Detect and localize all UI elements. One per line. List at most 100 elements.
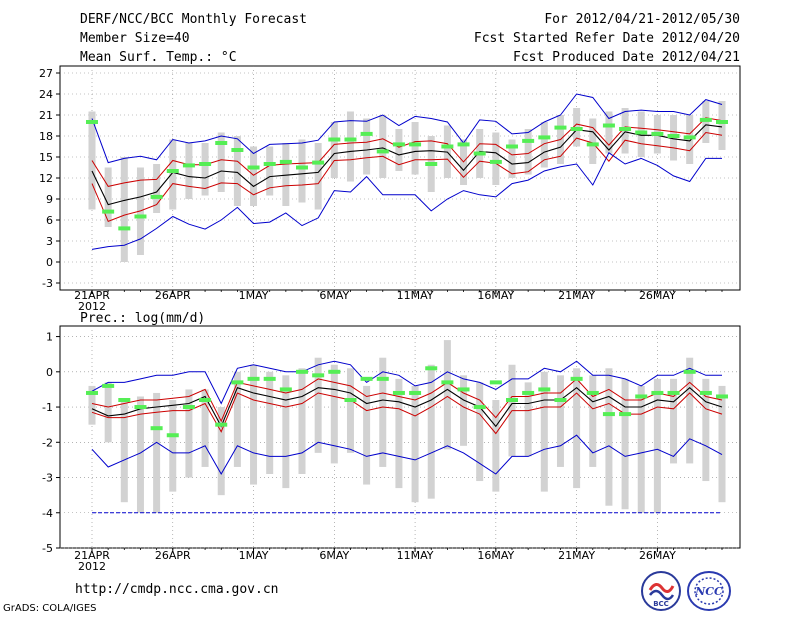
- member-size: Member Size=40: [80, 31, 190, 46]
- ensemble-box: [233, 136, 241, 206]
- ensemble-box: [314, 143, 322, 210]
- ensemble-box: [153, 164, 161, 213]
- ensemble-box: [573, 368, 581, 489]
- x-tick-label: 1MAY: [239, 289, 269, 302]
- y-tick-label: 27: [39, 67, 53, 80]
- observed-marker: [506, 398, 518, 402]
- variable-label: Mean Surf. Temp.: °C: [80, 50, 237, 65]
- ensemble-box: [169, 400, 177, 492]
- observed-marker: [166, 169, 179, 173]
- observed-marker: [554, 398, 567, 402]
- series-line-min: [91, 434, 723, 476]
- ensemble-box: [411, 122, 419, 175]
- observed-marker: [538, 135, 551, 140]
- observed-marker: [86, 390, 98, 395]
- ensemble-box: [217, 407, 225, 496]
- observed-marker: [150, 426, 163, 431]
- x-tick-label: 21MAY: [558, 289, 595, 302]
- ensemble-box: [282, 143, 290, 206]
- bcc-logo-text: BCC: [653, 600, 669, 608]
- observed-marker: [344, 398, 357, 402]
- observed-marker: [118, 226, 131, 231]
- y-tick-label: 1: [46, 331, 53, 344]
- observed-marker: [570, 376, 583, 381]
- x-tick-label: 6MAY: [319, 289, 349, 302]
- ensemble-box: [379, 357, 387, 467]
- observed-marker: [182, 405, 195, 410]
- observed-marker: [134, 214, 147, 219]
- observed-marker: [199, 398, 212, 402]
- series-line-max: [91, 93, 723, 164]
- series-line-lower: [91, 392, 723, 435]
- ensemble-box: [346, 111, 354, 182]
- ensemble-box: [395, 129, 403, 171]
- observed-marker: [296, 369, 308, 374]
- grads-credit: GrADS: COLA/IGES: [3, 603, 97, 614]
- x-tick-label: 1MAY: [239, 549, 269, 562]
- observed-marker: [489, 380, 502, 385]
- site-url[interactable]: http://cmdp.ncc.cma.gov.cn: [75, 582, 279, 597]
- x-tick-label: 21APR: [74, 549, 110, 562]
- x-tick-label: 11MAY: [397, 549, 434, 562]
- observed-marker: [586, 142, 599, 147]
- ensemble-box: [686, 357, 694, 464]
- observed-marker: [716, 120, 728, 124]
- ensemble-box: [298, 368, 306, 474]
- observed-marker: [199, 162, 212, 166]
- observed-marker: [425, 162, 438, 166]
- observed-marker: [118, 398, 131, 402]
- ensemble-box: [169, 139, 177, 210]
- chart-title: DERF/NCC/BCC Monthly Forecast: [80, 12, 307, 27]
- ensemble-box: [427, 364, 435, 499]
- observed-marker: [215, 422, 228, 427]
- x-tick-label: 26MAY: [639, 289, 676, 302]
- ensemble-box: [460, 375, 468, 446]
- y-tick-label: -5: [42, 542, 53, 555]
- observed-marker: [602, 123, 615, 128]
- ensemble-box: [395, 378, 403, 489]
- y-tick-label: -3: [42, 277, 53, 290]
- ensemble-box: [136, 396, 144, 513]
- ensemble-box: [104, 382, 112, 443]
- x-tick-label: 16MAY: [477, 549, 514, 562]
- ensemble-box: [637, 385, 645, 513]
- y-tick-label: -3: [42, 472, 53, 485]
- observed-marker: [602, 412, 615, 417]
- observed-marker: [279, 387, 292, 392]
- observed-marker: [392, 390, 405, 395]
- observed-marker: [263, 376, 276, 381]
- ensemble-box: [330, 364, 338, 464]
- forecast-range: For 2012/04/21-2012/05/30: [544, 12, 740, 27]
- ensemble-box: [492, 132, 500, 185]
- ensemble-box: [411, 385, 419, 503]
- ncc-logo-text: NCC: [694, 585, 723, 598]
- observed-marker: [360, 131, 373, 136]
- observed-marker: [166, 433, 179, 438]
- observed-marker: [651, 390, 664, 395]
- x-tick-sublabel: 2012: [78, 300, 106, 313]
- observed-marker: [231, 148, 244, 152]
- observed-marker: [473, 405, 486, 410]
- y-tick-label: 24: [39, 88, 53, 101]
- observed-marker: [102, 383, 115, 388]
- fcst-produced-date: Fcst Produced Date 2012/04/21: [513, 50, 740, 65]
- ensemble-box: [363, 118, 371, 175]
- ensemble-box: [250, 364, 258, 485]
- ensemble-box: [201, 389, 209, 467]
- observed-marker: [215, 141, 228, 145]
- series-line-max: [91, 360, 722, 405]
- series-line-min: [91, 152, 722, 250]
- y-tick-label: 0: [46, 366, 53, 379]
- observed-marker: [376, 149, 389, 154]
- observed-marker: [683, 369, 696, 374]
- observed-marker: [586, 390, 599, 395]
- ensemble-box: [217, 132, 225, 192]
- observed-marker: [522, 138, 535, 143]
- ensemble-box: [589, 118, 597, 164]
- observed-marker: [360, 376, 373, 381]
- ensemble-box: [443, 340, 451, 450]
- observed-marker: [635, 394, 648, 399]
- observed-marker: [134, 405, 147, 410]
- x-tick-label: 26MAY: [639, 549, 676, 562]
